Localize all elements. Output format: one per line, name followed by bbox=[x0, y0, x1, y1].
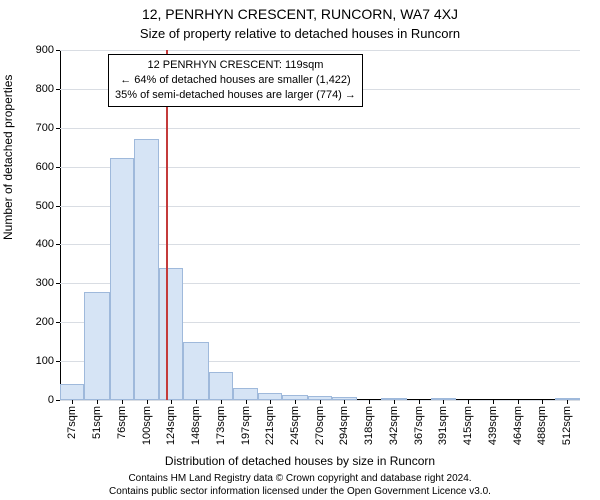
y-axis-label: Number of detached properties bbox=[1, 75, 15, 240]
histogram-bar bbox=[110, 158, 134, 400]
x-tick-mark bbox=[196, 400, 197, 404]
x-tick-label: 342sqm bbox=[388, 406, 400, 445]
x-tick-mark bbox=[369, 400, 370, 404]
y-tick-label: 100 bbox=[36, 355, 54, 367]
annotation-line: 35% of semi-detached houses are larger (… bbox=[115, 88, 356, 103]
y-tick-mark bbox=[56, 50, 60, 51]
x-tick-mark bbox=[443, 400, 444, 404]
x-tick-label: 124sqm bbox=[165, 406, 177, 445]
footer-line-2: Contains public sector information licen… bbox=[0, 486, 600, 497]
y-tick-label: 0 bbox=[48, 394, 54, 406]
histogram-bar bbox=[60, 384, 84, 400]
x-axis-label: Distribution of detached houses by size … bbox=[0, 454, 600, 468]
chart-subtitle: Size of property relative to detached ho… bbox=[0, 26, 600, 41]
x-tick-label: 439sqm bbox=[487, 406, 499, 445]
x-tick-mark bbox=[542, 400, 543, 404]
x-tick-label: 318sqm bbox=[363, 406, 375, 445]
y-tick-mark bbox=[56, 361, 60, 362]
plot-area: 010020030040050060070080090027sqm51sqm76… bbox=[60, 50, 580, 400]
x-tick-label: 464sqm bbox=[512, 406, 524, 445]
grid-line bbox=[60, 50, 580, 51]
y-tick-label: 200 bbox=[36, 316, 54, 328]
histogram-bar bbox=[134, 139, 158, 400]
grid-line bbox=[60, 128, 580, 129]
y-tick-label: 700 bbox=[36, 122, 54, 134]
x-tick-mark bbox=[72, 400, 73, 404]
annotation-line: ← 64% of detached houses are smaller (1,… bbox=[115, 73, 356, 88]
y-tick-mark bbox=[56, 89, 60, 90]
y-tick-label: 400 bbox=[36, 238, 54, 250]
x-tick-label: 51sqm bbox=[91, 406, 103, 439]
x-tick-label: 367sqm bbox=[413, 406, 425, 445]
x-tick-label: 415sqm bbox=[462, 406, 474, 445]
x-tick-mark bbox=[171, 400, 172, 404]
y-tick-mark bbox=[56, 244, 60, 245]
x-tick-mark bbox=[493, 400, 494, 404]
histogram-bar bbox=[159, 268, 183, 400]
x-tick-mark bbox=[394, 400, 395, 404]
x-tick-mark bbox=[97, 400, 98, 404]
x-tick-label: 488sqm bbox=[536, 406, 548, 445]
x-tick-mark bbox=[295, 400, 296, 404]
y-tick-mark bbox=[56, 167, 60, 168]
y-tick-mark bbox=[56, 283, 60, 284]
x-tick-mark bbox=[221, 400, 222, 404]
x-tick-label: 76sqm bbox=[116, 406, 128, 439]
histogram-bar bbox=[183, 342, 208, 400]
histogram-bar bbox=[84, 292, 109, 400]
x-tick-mark bbox=[320, 400, 321, 404]
x-tick-label: 512sqm bbox=[561, 406, 573, 445]
y-tick-label: 300 bbox=[36, 277, 54, 289]
x-tick-label: 173sqm bbox=[215, 406, 227, 445]
x-tick-mark bbox=[518, 400, 519, 404]
x-tick-mark bbox=[419, 400, 420, 404]
x-tick-label: 391sqm bbox=[437, 406, 449, 445]
y-tick-label: 500 bbox=[36, 200, 54, 212]
y-tick-mark bbox=[56, 206, 60, 207]
x-tick-label: 197sqm bbox=[240, 406, 252, 445]
x-tick-label: 221sqm bbox=[264, 406, 276, 445]
x-tick-mark bbox=[344, 400, 345, 404]
footer-line-1: Contains HM Land Registry data © Crown c… bbox=[0, 473, 600, 484]
annotation-line: 12 PENRHYN CRESCENT: 119sqm bbox=[115, 58, 356, 73]
y-tick-label: 600 bbox=[36, 161, 54, 173]
histogram-bar bbox=[209, 372, 233, 400]
x-tick-mark bbox=[147, 400, 148, 404]
x-tick-mark bbox=[246, 400, 247, 404]
x-tick-mark bbox=[567, 400, 568, 404]
histogram-bar bbox=[258, 393, 282, 400]
y-tick-label: 900 bbox=[36, 44, 54, 56]
x-tick-label: 245sqm bbox=[289, 406, 301, 445]
x-tick-label: 148sqm bbox=[190, 406, 202, 445]
y-tick-label: 800 bbox=[36, 83, 54, 95]
x-tick-mark bbox=[468, 400, 469, 404]
chart-title: 12, PENRHYN CRESCENT, RUNCORN, WA7 4XJ bbox=[0, 6, 600, 22]
y-tick-mark bbox=[56, 322, 60, 323]
x-tick-mark bbox=[270, 400, 271, 404]
x-tick-label: 100sqm bbox=[141, 406, 153, 445]
annotation-box: 12 PENRHYN CRESCENT: 119sqm← 64% of deta… bbox=[108, 54, 363, 107]
y-tick-mark bbox=[56, 128, 60, 129]
x-tick-label: 270sqm bbox=[314, 406, 326, 445]
x-tick-label: 27sqm bbox=[66, 406, 78, 439]
chart-container: { "title_main": "12, PENRHYN CRESCENT, R… bbox=[0, 0, 600, 500]
histogram-bar bbox=[233, 388, 257, 400]
y-tick-mark bbox=[56, 400, 60, 401]
x-tick-label: 294sqm bbox=[338, 406, 350, 445]
x-tick-mark bbox=[122, 400, 123, 404]
